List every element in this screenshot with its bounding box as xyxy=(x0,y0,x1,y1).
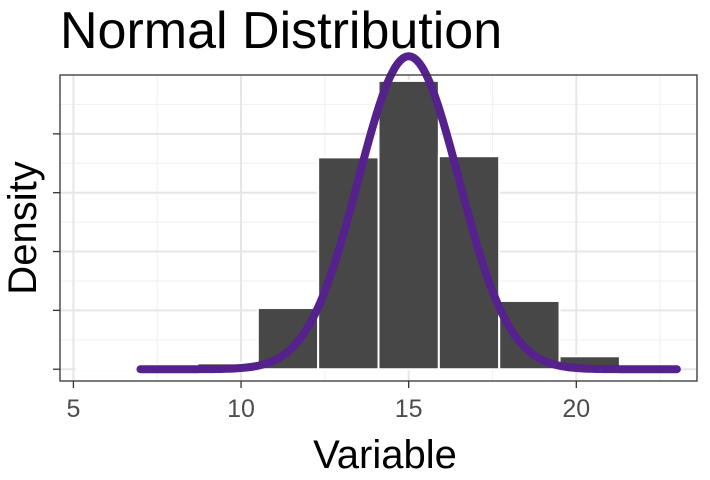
x-tick-label: 15 xyxy=(395,395,423,423)
histogram-bar xyxy=(437,155,501,371)
x-axis-title: Variable xyxy=(313,433,457,477)
chart-title: Normal Distribution xyxy=(60,2,502,60)
density-curve xyxy=(136,52,681,374)
plot-panel xyxy=(59,52,698,382)
histogram-bar xyxy=(317,156,380,371)
histogram-bar xyxy=(498,299,561,371)
plot-border xyxy=(59,74,698,382)
x-axis-ticks: 5 10 15 20 xyxy=(66,381,590,423)
y-axis-title: Density xyxy=(1,161,45,294)
y-axis-ticks xyxy=(53,133,60,370)
x-tick-label: 20 xyxy=(562,395,590,423)
x-tick-label: 10 xyxy=(227,395,255,423)
x-tick-label: 5 xyxy=(66,395,80,423)
histogram-bar xyxy=(75,367,139,371)
histogram-bar xyxy=(377,79,440,371)
